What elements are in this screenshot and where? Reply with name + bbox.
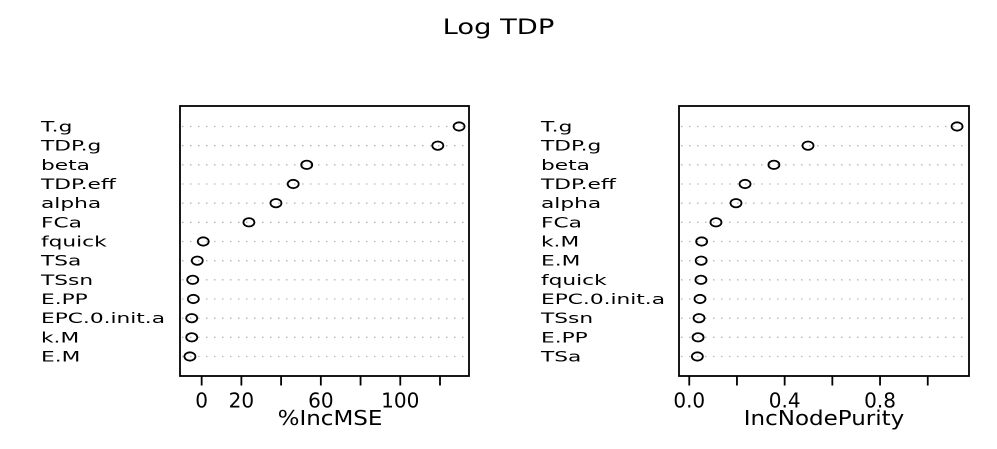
- category-label: EPC.0.init.a: [41, 311, 165, 327]
- data-point: [694, 274, 708, 285]
- data-point: [694, 255, 708, 266]
- data-point: [185, 332, 199, 343]
- data-point: [692, 313, 706, 324]
- data-point: [186, 274, 200, 285]
- data-point: [729, 198, 743, 209]
- x-tick-label: 0: [195, 389, 208, 413]
- data-point: [767, 159, 781, 170]
- data-point: [431, 140, 445, 151]
- category-label: TDP.eff: [540, 177, 617, 193]
- category-label: fquick: [41, 234, 107, 250]
- category-label: beta: [41, 158, 90, 174]
- chart-title: Log TDP: [442, 15, 555, 39]
- x-tick-label: 0.8: [864, 389, 896, 413]
- data-point: [300, 159, 314, 170]
- data-point: [452, 121, 466, 132]
- x-tick-label: 0.0: [673, 389, 705, 413]
- category-label: k.M: [41, 330, 79, 346]
- category-label: k.M: [541, 234, 579, 250]
- category-label: TDP.g: [40, 138, 101, 154]
- category-label: E.PP: [541, 330, 588, 346]
- data-point: [286, 178, 300, 190]
- data-point: [183, 351, 197, 362]
- category-label: alpha: [541, 196, 601, 212]
- x-tick-label: 20: [229, 389, 254, 413]
- data-point: [242, 217, 256, 228]
- x-tick-label: 100: [381, 389, 419, 413]
- data-point: [190, 255, 204, 266]
- category-label: TSa: [540, 349, 581, 365]
- category-label: TDP.eff: [40, 177, 117, 193]
- category-label: alpha: [41, 196, 101, 212]
- category-label: T.g: [540, 119, 573, 135]
- category-label: E.M: [41, 349, 80, 365]
- data-point: [185, 313, 199, 324]
- panel-border: [179, 105, 470, 377]
- category-label: FCa: [541, 215, 582, 231]
- category-label: T.g: [40, 119, 73, 135]
- category-label: beta: [541, 158, 590, 174]
- x-axis-title: IncNodePurity: [744, 407, 905, 430]
- data-point: [691, 332, 705, 343]
- panel-border: [678, 105, 970, 377]
- category-label: TSsn: [540, 311, 593, 327]
- category-label: fquick: [541, 273, 607, 289]
- category-label: EPC.0.init.a: [541, 292, 665, 308]
- data-point: [269, 198, 283, 209]
- data-point: [950, 121, 964, 132]
- category-label: TSa: [40, 253, 81, 269]
- data-point: [695, 236, 709, 247]
- category-label: FCa: [41, 215, 82, 231]
- x-tick-label: 60: [308, 389, 333, 413]
- data-point: [709, 217, 723, 228]
- data-point: [690, 351, 704, 362]
- category-label: TSsn: [40, 273, 93, 289]
- data-point: [196, 236, 210, 247]
- category-label: E.M: [541, 253, 580, 269]
- category-label: E.PP: [41, 292, 88, 308]
- data-point: [186, 293, 200, 305]
- data-point: [801, 140, 815, 151]
- data-point: [693, 293, 707, 305]
- data-point: [738, 178, 752, 190]
- category-label: TDP.g: [540, 138, 601, 154]
- x-axis-title: %IncMSE: [278, 407, 383, 430]
- x-tick-label: 0.4: [769, 389, 801, 413]
